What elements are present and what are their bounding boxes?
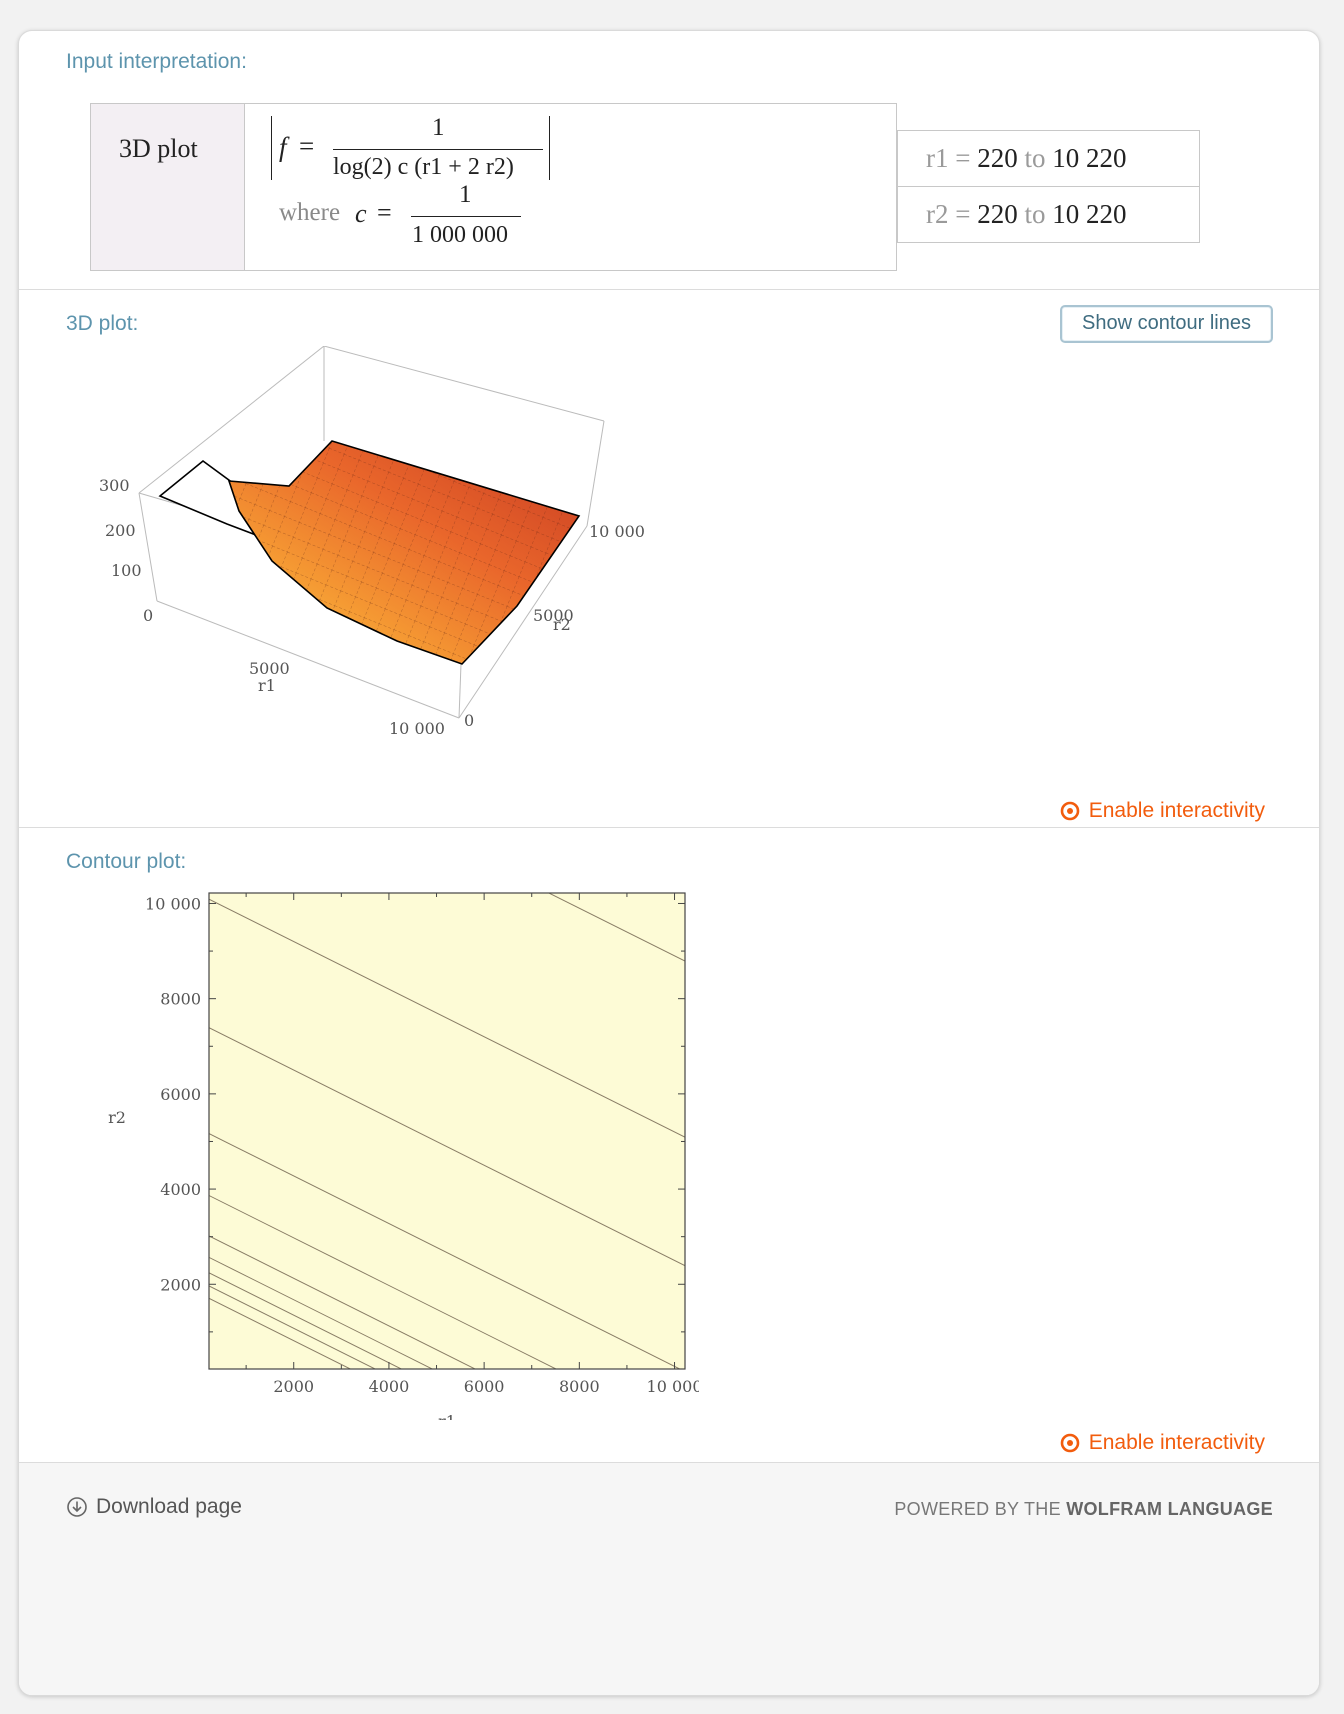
contour-line	[209, 1285, 377, 1369]
enable-interactivity-label: Enable interactivity	[1088, 1431, 1265, 1454]
x-tick-label: 10 000	[647, 1377, 699, 1396]
input-table: 3D plot f = 1 log(2) c (r1 + 2 r2) where…	[90, 103, 897, 271]
abs-bar-right	[549, 116, 550, 180]
contour-band	[209, 893, 685, 1369]
y-tick-label: 8000	[160, 990, 201, 1009]
x-tick-label: 10 000	[389, 719, 445, 738]
plot-frame	[208, 892, 686, 1370]
range-from: 220	[977, 199, 1018, 229]
x-tick-label: 6000	[464, 1377, 505, 1396]
wolfram-spikey-icon	[1060, 1433, 1080, 1453]
range-to: 10 220	[1052, 199, 1127, 229]
y-tick-label: 4000	[160, 1180, 201, 1199]
range-to-word: to	[1024, 143, 1046, 173]
plot3d-pod: 3D plot: Show contour lines	[19, 290, 1319, 828]
y-tick-label: 0	[464, 711, 474, 730]
footer: Download page POWERED BY THE WOLFRAM LAN…	[19, 1463, 1319, 1695]
y-axis-label: r2	[553, 615, 571, 634]
c-variable: c	[355, 199, 367, 228]
range-var: r2	[926, 199, 949, 229]
pod-title: Input interpretation:	[66, 50, 247, 73]
contour-line	[209, 898, 685, 1138]
contour-line	[209, 1256, 434, 1369]
contour-line	[209, 1297, 352, 1369]
x-tick-label: 2000	[273, 1377, 314, 1396]
x-tick-label: 5000	[249, 659, 290, 678]
numerator: 1	[432, 114, 445, 141]
y-tick-label: 2000	[160, 1275, 201, 1294]
range-to: 10 220	[1052, 143, 1127, 173]
x-axis-label: r1	[258, 676, 276, 695]
range-eq: =	[955, 199, 971, 229]
input-header-label: 3D plot	[119, 134, 198, 163]
z-tick-label: 0	[143, 606, 153, 625]
fraction-line	[333, 149, 543, 150]
c-denominator: 1 000 000	[412, 222, 508, 248]
enable-interactivity-label: Enable interactivity	[1088, 799, 1265, 822]
z-tick-label: 200	[105, 521, 136, 540]
y-tick-label: 10 000	[145, 894, 201, 913]
range-from: 220	[977, 143, 1018, 173]
download-icon	[67, 1497, 87, 1517]
y-axis-label: r2	[108, 1108, 126, 1127]
powered-prefix: POWERED BY THE	[894, 1499, 1067, 1519]
range-var: r1	[926, 143, 949, 173]
range-eq: =	[955, 143, 971, 173]
range-r2: r2 = 220 to 10 220	[897, 186, 1200, 243]
enable-interactivity-link[interactable]: Enable interactivity	[1059, 1431, 1265, 1455]
y-tick-label: 6000	[160, 1085, 201, 1104]
formula-cell: f = 1 log(2) c (r1 + 2 r2) where c = 1 1…	[245, 104, 896, 270]
contour-line	[209, 1194, 558, 1369]
contour-plot: 2000 4000 6000 8000 10 000 2000 4000 6000 8000 10…	[108, 892, 699, 1420]
x-tick-label: 4000	[369, 1377, 410, 1396]
z-tick-label: 100	[111, 561, 142, 580]
abs-bar-left	[271, 116, 272, 180]
contour-line	[209, 1235, 477, 1369]
input-interpretation-pod: Input interpretation: 3D plot f = 1 log(…	[19, 31, 1319, 290]
x-tick-label: 8000	[559, 1377, 600, 1396]
range-r1: r1 = 220 to 10 220	[897, 130, 1200, 187]
f-variable: f	[279, 132, 287, 162]
where-word: where	[279, 199, 341, 226]
contour-line	[209, 1272, 403, 1369]
contour-line	[209, 1027, 685, 1267]
y-tick-label: 5000	[533, 606, 574, 625]
denominator: log(2) c (r1 + 2 r2)	[333, 154, 514, 180]
c-numerator: 1	[459, 181, 472, 208]
powered-by: POWERED BY THE WOLFRAM LANGUAGE	[894, 1499, 1273, 1520]
pod-title: 3D plot:	[66, 312, 139, 335]
x-axis-label: r1	[438, 1412, 456, 1420]
range-to-word: to	[1024, 199, 1046, 229]
contour-line	[209, 1133, 681, 1369]
equals-sign: =	[299, 131, 315, 161]
result-card: Input interpretation: 3D plot f = 1 log(…	[18, 30, 1320, 1696]
download-page-label: Download page	[96, 1495, 242, 1518]
z-tick-label: 300	[99, 476, 130, 495]
surface-3d-plot: 300 200 100 0 5000 r1 10 000 0 5000 r2 1…	[99, 346, 645, 738]
pod-title: Contour plot:	[66, 850, 187, 873]
c-fraction-line	[411, 216, 521, 217]
y-tick-label: 10 000	[589, 522, 645, 541]
contour-line	[547, 893, 685, 962]
c-equals: =	[377, 198, 392, 227]
enable-interactivity-link[interactable]: Enable interactivity	[1059, 799, 1265, 823]
show-contour-lines-button[interactable]: Show contour lines	[1060, 305, 1273, 343]
download-page-link[interactable]: Download page	[66, 1495, 242, 1519]
wolfram-spikey-icon	[1060, 801, 1080, 821]
wolfram-language-brand[interactable]: WOLFRAM LANGUAGE	[1066, 1499, 1273, 1519]
contour-pod: Contour plot: 2000 4000 6000 8000 10 000 2000…	[19, 828, 1319, 1463]
input-header-cell: 3D plot	[91, 104, 245, 270]
